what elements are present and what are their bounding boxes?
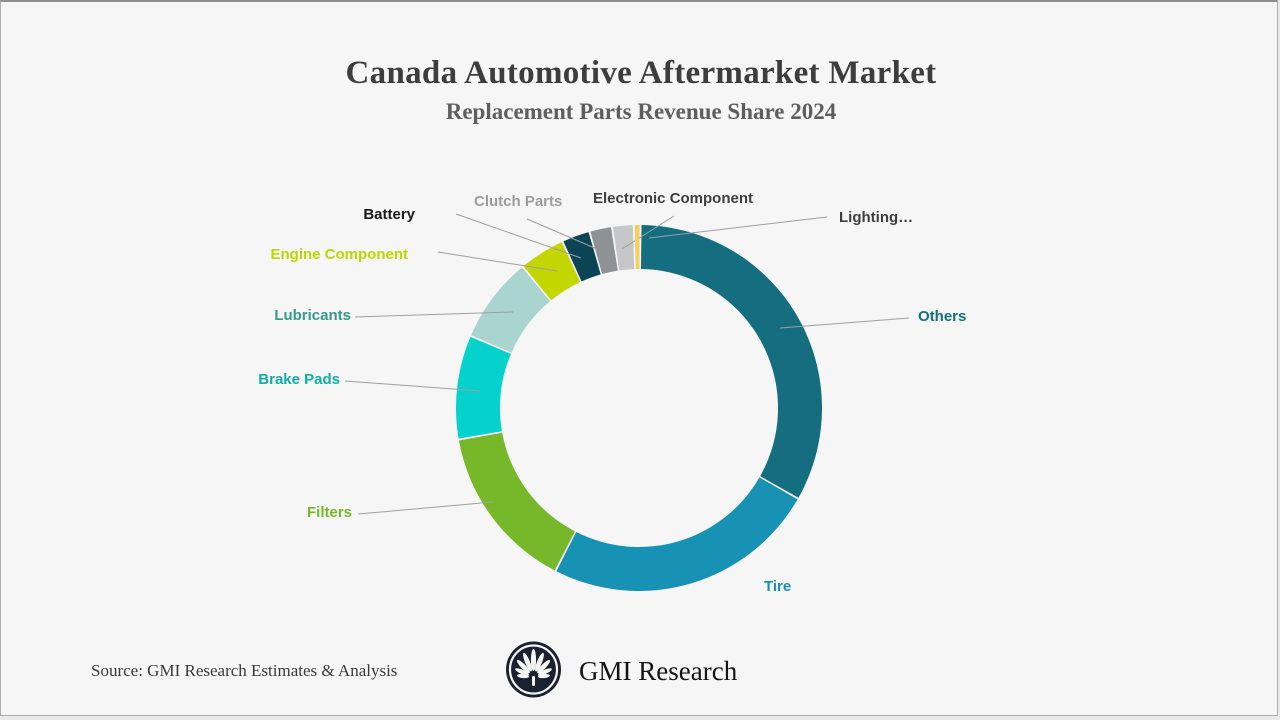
segment-label-brake-pads: Brake Pads xyxy=(258,371,340,388)
segment-label-engine-component: Engine Component xyxy=(270,246,409,263)
source-note: Source: GMI Research Estimates & Analysi… xyxy=(91,661,398,680)
segment-label-tire: Tire xyxy=(764,578,792,595)
segment-label-lighting: Lighting… xyxy=(839,209,914,226)
palmetto-fan xyxy=(515,649,552,686)
leader-line-battery xyxy=(455,213,582,259)
segment-filters xyxy=(458,432,575,571)
chart-title: Canada Automotive Aftermarket Market xyxy=(345,55,937,91)
segment-label-clutch-parts: Clutch Parts xyxy=(474,193,563,210)
gmi-research-logo-icon xyxy=(506,641,561,698)
segment-battery xyxy=(563,232,601,282)
leader-line-clutch-parts xyxy=(526,218,598,250)
segment-others xyxy=(640,225,822,498)
segment-label-electronic-component: Electronic Component xyxy=(593,190,754,207)
leader-line-others xyxy=(779,317,910,329)
leader-line-lighting xyxy=(648,216,828,239)
chart-subtitle: Replacement Parts Revenue Share 2024 xyxy=(445,99,837,124)
leader-line-engine-component xyxy=(437,251,558,272)
leader-line-electronic-component xyxy=(621,215,675,250)
segment-brake-pads xyxy=(455,336,511,439)
segment-lighting xyxy=(634,224,640,270)
segment-label-battery: Battery xyxy=(363,206,415,223)
segment-lubricants xyxy=(471,267,551,353)
segment-label-others: Others xyxy=(918,308,967,325)
segment-clutch-parts xyxy=(590,227,618,274)
leader-line-lubricants xyxy=(354,311,514,318)
leader-line-filters xyxy=(357,501,494,515)
brand-name: GMI Research xyxy=(579,656,738,686)
segment-label-filters: Filters xyxy=(306,504,352,521)
segment-label-lubricants: Lubricants xyxy=(274,307,351,324)
segment-tire xyxy=(556,477,798,592)
segment-engine-component xyxy=(523,242,581,301)
leader-line-brake-pads xyxy=(344,380,481,392)
